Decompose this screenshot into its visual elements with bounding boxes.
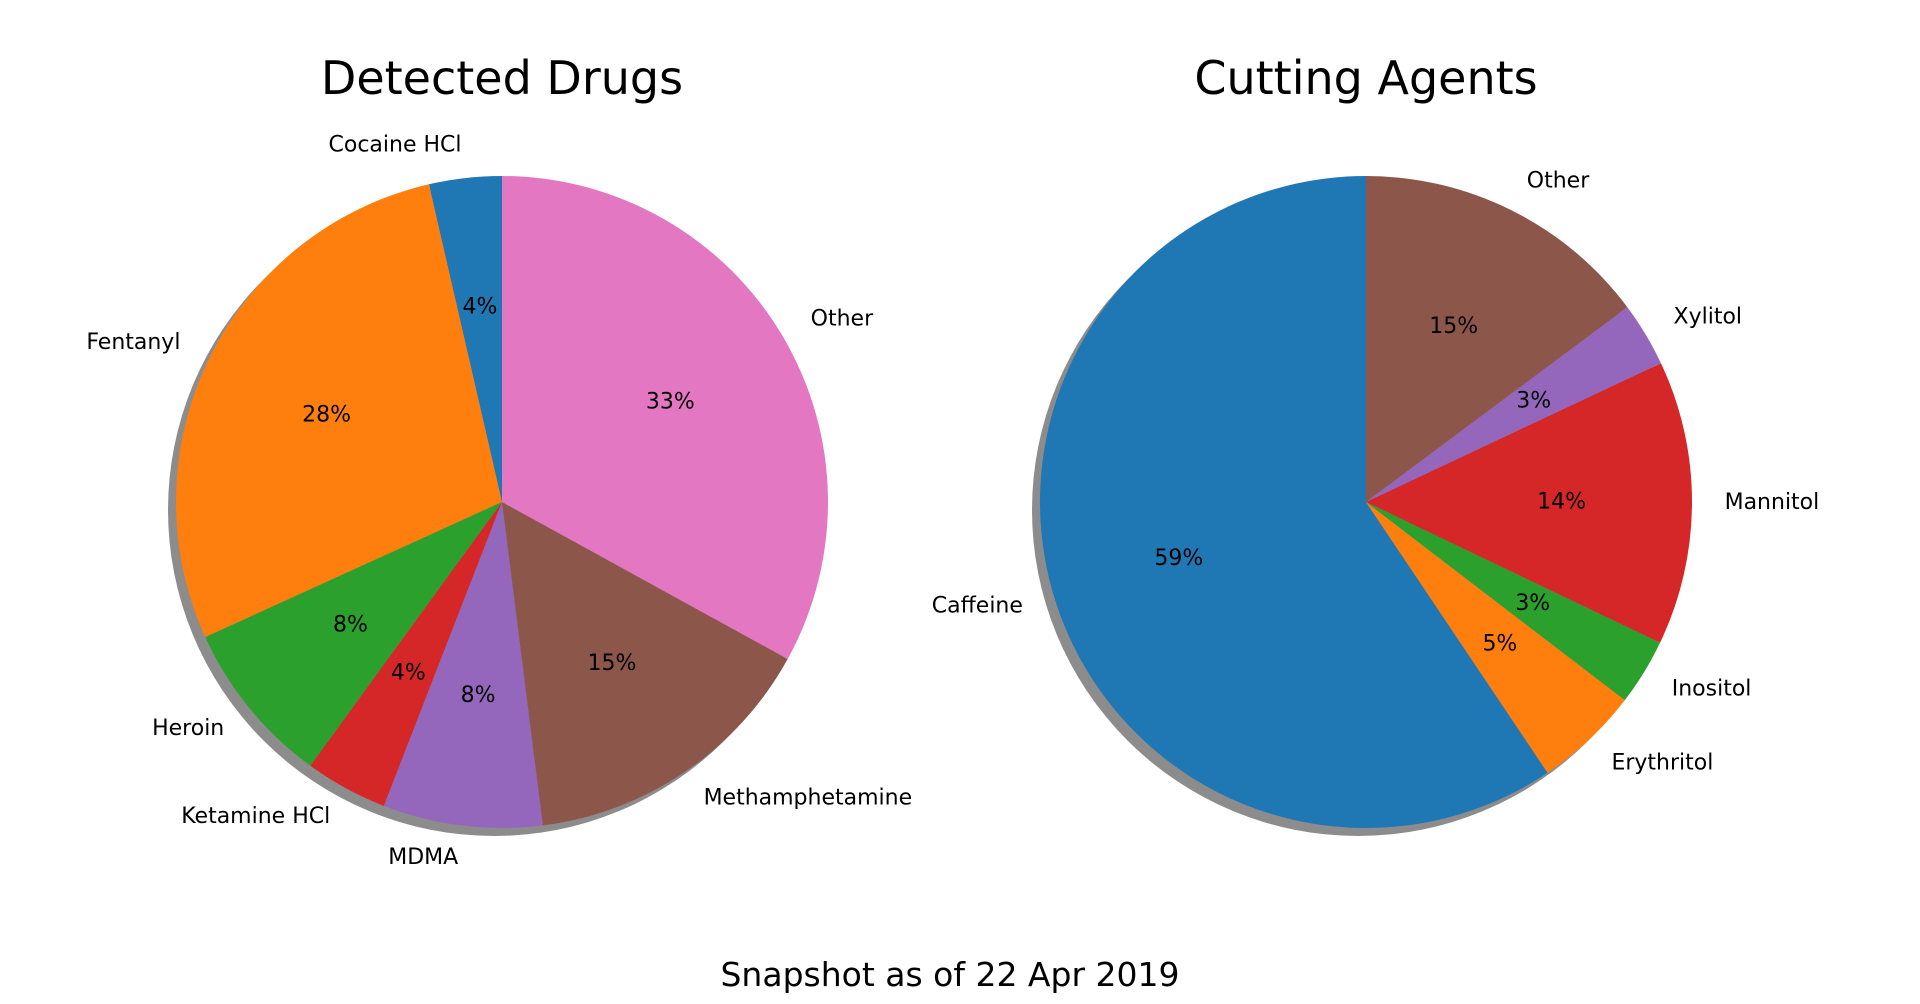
slice-percent-label: 4% bbox=[391, 661, 426, 686]
pie-slice bbox=[1366, 363, 1692, 643]
slice-percent-label: 15% bbox=[587, 651, 636, 676]
slice-label: Mannitol bbox=[1725, 490, 1820, 515]
pie-slice bbox=[502, 502, 788, 826]
slice-percent-label: 8% bbox=[461, 683, 496, 708]
slice-percent-label: 3% bbox=[1515, 591, 1550, 616]
pie-slice bbox=[1366, 176, 1628, 502]
slice-label: Heroin bbox=[152, 716, 224, 741]
slice-percent-label: 28% bbox=[302, 402, 351, 427]
pie-slice bbox=[502, 175, 829, 660]
slice-percent-label: 3% bbox=[1516, 388, 1551, 413]
pie-slice bbox=[205, 502, 502, 766]
slice-label: Ketamine HCl bbox=[181, 804, 330, 829]
slice-percent-label: 4% bbox=[462, 295, 497, 320]
pie-slice bbox=[428, 176, 502, 502]
slice-percent-label: 14% bbox=[1537, 490, 1586, 515]
pie-slice bbox=[1366, 502, 1661, 701]
pie-slice bbox=[1366, 307, 1661, 502]
slice-label: Erythritol bbox=[1611, 750, 1713, 775]
pie-chart-detected-drugs: Cocaine HCl 4% Fentanyl 28% Heroin 8% Ketamine… bbox=[86, 51, 912, 870]
chart-title: Cutting Agents bbox=[1194, 51, 1537, 105]
chart-title: Detected Drugs bbox=[321, 51, 683, 105]
footer-caption: Snapshot as of 22 Apr 2019 bbox=[720, 955, 1179, 994]
slice-label: Inositol bbox=[1672, 676, 1752, 701]
slice-label: Cocaine HCl bbox=[329, 133, 462, 158]
pie-chart-cutting-agents: Caffeine 59% Erythritol 5% Inositol 3% Mannito… bbox=[932, 51, 1819, 836]
slice-percent-label: 33% bbox=[646, 389, 695, 414]
pie-slice bbox=[175, 184, 502, 638]
slice-percent-label: 59% bbox=[1154, 546, 1203, 571]
slice-label: MDMA bbox=[388, 845, 458, 870]
slice-percent-label: 8% bbox=[333, 613, 368, 638]
slice-percent-label: 15% bbox=[1429, 314, 1478, 339]
slice-percent-label: 5% bbox=[1482, 632, 1517, 657]
slice-label: Other bbox=[811, 306, 874, 331]
slice-label: Other bbox=[1527, 168, 1590, 193]
slice-label: Methamphetamine bbox=[704, 786, 913, 811]
slice-label: Caffeine bbox=[932, 593, 1023, 618]
pie-slice bbox=[1366, 502, 1625, 773]
slice-label: Xylitol bbox=[1674, 305, 1743, 330]
pie-slice bbox=[310, 502, 502, 806]
pie-slice bbox=[383, 502, 543, 828]
pie-slice bbox=[1040, 176, 1548, 828]
slice-label: Fentanyl bbox=[86, 330, 180, 355]
